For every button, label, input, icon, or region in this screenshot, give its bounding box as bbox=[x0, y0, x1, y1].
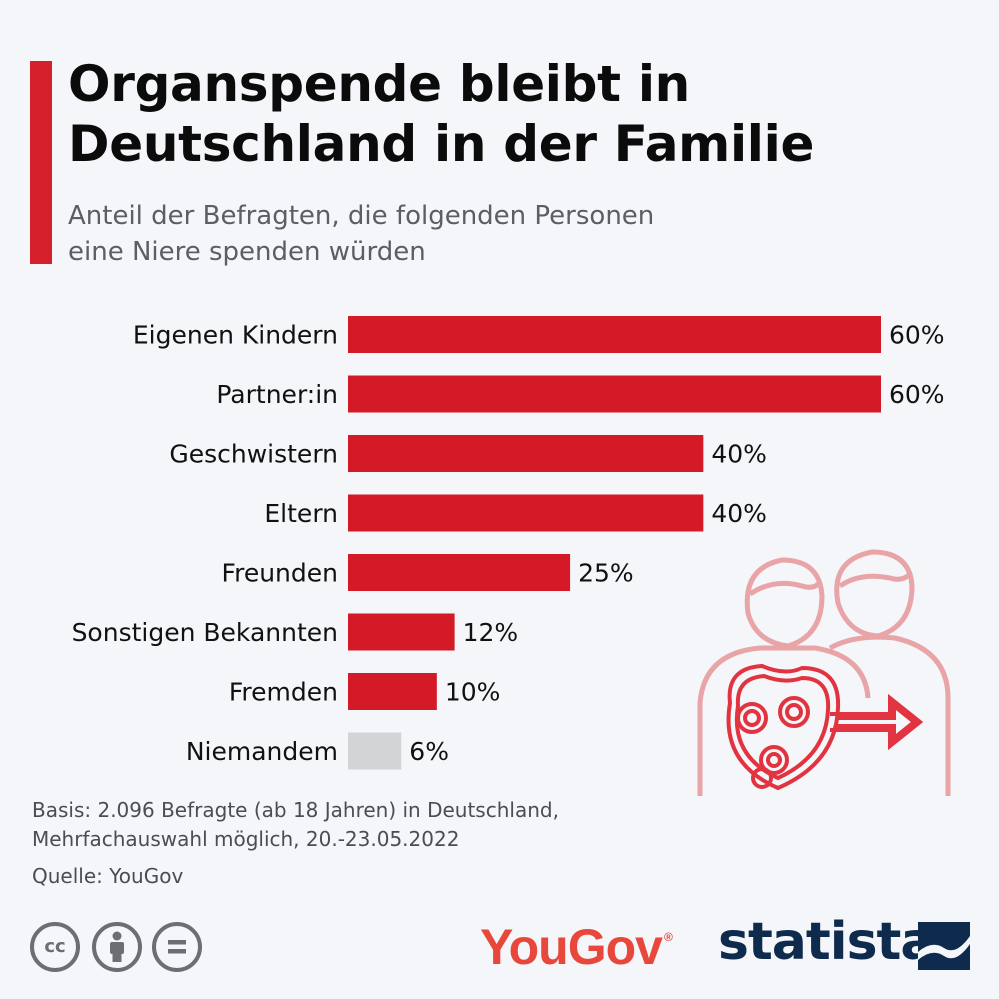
bar bbox=[348, 732, 402, 770]
basis-line-1: Basis: 2.096 Befragte (ab 18 Jahren) in … bbox=[32, 798, 559, 822]
subtitle-line-1: Anteil der Befragten, die folgenden Pers… bbox=[68, 201, 655, 231]
value-label: 40% bbox=[711, 499, 767, 528]
category-label: Fremden bbox=[229, 678, 338, 707]
by-person-icon[interactable] bbox=[92, 922, 142, 972]
category-label: Partner:in bbox=[216, 380, 338, 409]
value-label: 60% bbox=[889, 321, 945, 350]
value-label: 12% bbox=[463, 618, 519, 647]
yougov-logo[interactable]: YouGov ® bbox=[480, 918, 673, 976]
equals-glyph bbox=[168, 940, 186, 954]
statista-mark-icon bbox=[918, 922, 970, 970]
chart-notes: Basis: 2.096 Befragte (ab 18 Jahren) in … bbox=[32, 796, 559, 891]
category-label: Geschwistern bbox=[169, 440, 338, 469]
accent-bar bbox=[30, 61, 52, 264]
basis-line-2: Mehrfachauswahl möglich, 20.-23.05.2022 bbox=[32, 827, 460, 851]
bar-chart: Eigenen Kindern 60% Partner:in 60% Geschwist… bbox=[72, 316, 945, 770]
value-label: 10% bbox=[445, 678, 501, 707]
value-label: 6% bbox=[409, 737, 449, 766]
value-label: 60% bbox=[889, 380, 945, 409]
bar bbox=[348, 435, 704, 472]
category-label: Sonstigen Bekannten bbox=[72, 618, 338, 647]
title-line-2: Deutschland in der Familie bbox=[68, 115, 815, 173]
statista-logo[interactable]: statista bbox=[718, 912, 935, 972]
category-label: Niemandem bbox=[186, 737, 338, 766]
person-front-icon bbox=[697, 557, 871, 796]
page-subtitle: Anteil der Befragten, die folgenden Pers… bbox=[68, 198, 828, 270]
statista-wordmark: statista bbox=[718, 912, 935, 972]
source-note: Quelle: YouGov bbox=[32, 864, 184, 888]
value-label: 25% bbox=[578, 559, 634, 588]
yougov-registered-mark: ® bbox=[663, 930, 673, 944]
category-label: Eltern bbox=[264, 499, 338, 528]
title-line-1: Organspende bleibt in bbox=[68, 55, 690, 113]
person-glyph bbox=[110, 931, 124, 962]
nd-equals-icon[interactable] bbox=[152, 922, 202, 972]
arrow-icon bbox=[830, 693, 924, 751]
subtitle-line-2: eine Niere spenden würden bbox=[68, 237, 426, 267]
person-back-icon bbox=[828, 549, 951, 796]
bar bbox=[348, 613, 455, 651]
bar bbox=[348, 494, 704, 532]
bar bbox=[348, 375, 881, 413]
bar bbox=[348, 316, 881, 353]
bar bbox=[348, 554, 571, 591]
value-label: 40% bbox=[711, 440, 767, 469]
kidney-donation-illustration bbox=[697, 549, 951, 796]
category-label: Freunden bbox=[222, 559, 338, 588]
kidney-icon bbox=[726, 663, 841, 791]
page-title: Organspende bleibt in Deutschland in der… bbox=[68, 54, 968, 174]
category-label: Eigenen Kindern bbox=[133, 321, 338, 350]
yougov-wordmark: YouGov bbox=[480, 919, 663, 975]
bar bbox=[348, 673, 437, 710]
cc-icon[interactable]: cc bbox=[30, 922, 80, 972]
cc-label: cc bbox=[44, 936, 66, 957]
